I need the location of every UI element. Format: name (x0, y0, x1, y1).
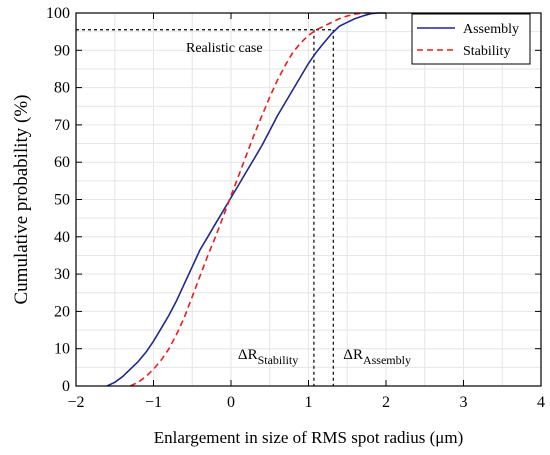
annotation-delta-r-assembly: ΔRAssembly (343, 347, 411, 367)
x-tick-label: 1 (305, 394, 313, 411)
y-tick-label: 30 (54, 266, 70, 283)
y-tick-label: 50 (54, 192, 70, 209)
annotation-realistic-case: Realistic case (186, 41, 263, 56)
annotation-delta-r-assembly-main: ΔR (343, 347, 363, 363)
y-tick-label: 10 (54, 341, 70, 358)
reference-lines (76, 29, 334, 386)
y-tick-label: 100 (46, 5, 70, 22)
annotation-delta-r-stability-main: ΔR (238, 347, 258, 363)
x-axis-label: Enlargement in size of RMS spot radius (… (154, 428, 464, 447)
x-tick-label: 3 (460, 394, 468, 411)
annotation-delta-r-assembly-sub: Assembly (363, 353, 411, 367)
legend-label-assembly: Assembly (463, 22, 519, 37)
y-tick-label: 60 (54, 154, 70, 171)
series-line-stability (129, 12, 371, 387)
y-tick-label: 40 (54, 229, 70, 246)
y-tick-label: 70 (54, 117, 70, 134)
legend-label-stability: Stability (463, 44, 510, 59)
y-axis-label: Cumulative probability (%) (11, 94, 32, 304)
legend: Assembly Stability (411, 13, 531, 65)
x-tick-label: 2 (382, 394, 390, 411)
x-tick-label: 4 (537, 394, 545, 411)
y-tick-label: 20 (54, 303, 70, 320)
legend-box (411, 13, 531, 65)
x-tick-label: −2 (67, 394, 84, 411)
annotation-delta-r-stability-sub: Stability (258, 353, 299, 367)
y-tick-label: 80 (54, 80, 70, 97)
x-tick-label: 0 (227, 394, 235, 411)
series-line-assembly (106, 12, 386, 387)
y-tick-label: 90 (54, 42, 70, 59)
grid (75, 12, 542, 387)
y-tick-label: 0 (62, 378, 70, 395)
x-tick-label: −1 (145, 394, 162, 411)
annotation-delta-r-stability: ΔRStability (238, 347, 298, 367)
series-lines (106, 12, 386, 387)
